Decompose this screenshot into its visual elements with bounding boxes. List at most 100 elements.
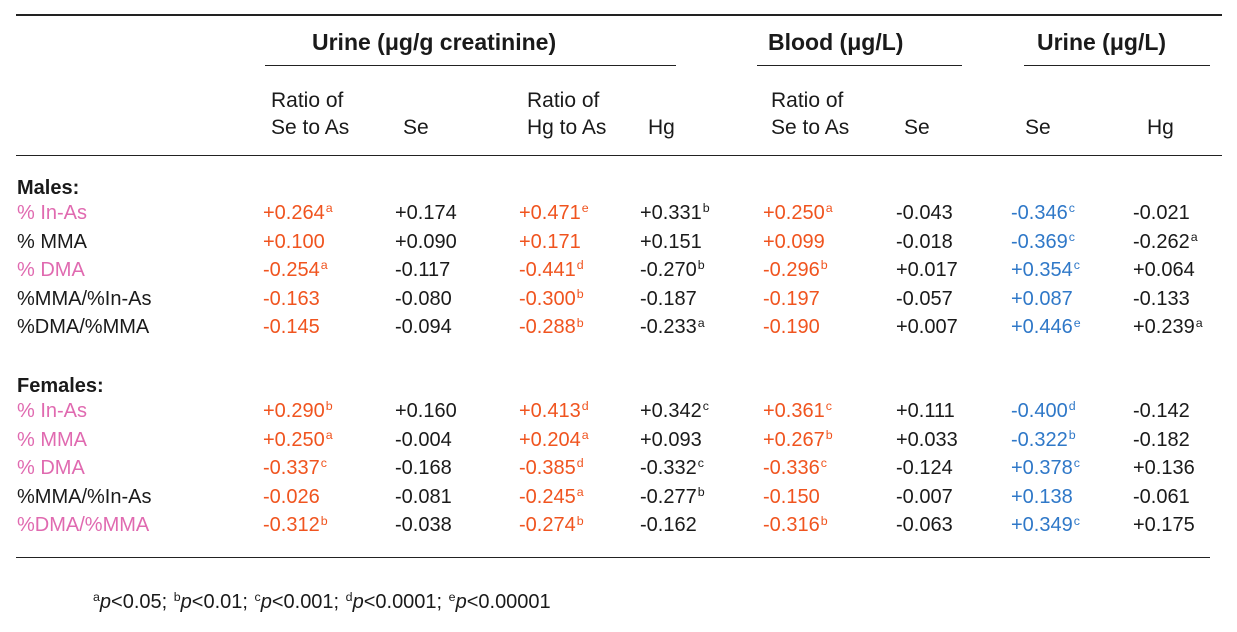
table-cell: -0.245a [519,486,584,509]
significance-marker: b [576,286,584,301]
table-cell: +0.174 [395,202,457,225]
table-cell: -0.124 [896,457,953,480]
cell-value: -0.312 [263,514,320,537]
cell-value: +0.017 [896,259,958,282]
significance-marker: e [1073,315,1081,330]
table-cell: -0.081 [395,486,452,509]
table-cell: -0.021 [1133,202,1190,225]
footnote-threshold: <0.01; [191,591,254,613]
cell-value: -0.094 [395,316,452,339]
significance-marker: d [576,258,584,273]
table-cell: -0.094 [395,316,452,339]
significance-marker: a [320,258,328,273]
significance-marker: b [325,399,333,414]
subheader-line: Hg to As [527,116,607,139]
table-cell: -0.277b [640,486,705,509]
table-cell: -0.312b [263,514,328,537]
cell-value: -0.385 [519,457,576,480]
subheader-line: Se [904,116,930,139]
significance-marker: c [702,399,709,414]
group-underline-urine-creatinine [265,65,676,66]
cell-value: -0.038 [395,514,452,537]
table-cell: -0.270b [640,259,705,282]
table-cell: +0.239a [1133,316,1203,339]
table-cell: +0.354c [1011,259,1080,282]
cell-value: -0.254 [263,259,320,282]
row-label: % MMA [17,428,87,451]
subheader-line [1025,87,1051,114]
table-cell: -0.018 [896,231,953,254]
cell-value: -0.057 [896,287,953,310]
table-cell: -0.063 [896,514,953,537]
row-label: % In-As [17,400,88,422]
cell-value: -0.322 [1011,428,1068,451]
cell-value: +0.264 [263,202,325,224]
cell-value: +0.250 [763,202,825,224]
top-rule [16,14,1222,16]
cell-value: -0.026 [263,485,320,508]
table-cell: +0.093 [640,429,702,452]
cell-value: +0.361 [763,400,825,422]
table-cell: +0.342c [640,400,709,423]
significance-marker: b [820,513,828,528]
section-title: Males: [17,177,80,199]
subheader-line: Ratio of [527,89,600,112]
table-cell: -0.316b [763,514,828,537]
cell-value: -0.346 [1011,202,1068,224]
column-subheader: Se [904,87,930,141]
subheader-line: Se to As [271,116,350,139]
cell-value: -0.270 [640,259,697,282]
table-cell: -0.296b [763,259,828,282]
cell-value: -0.004 [395,428,452,451]
footnote-threshold: <0.00001 [466,591,551,613]
cell-value: -0.018 [896,230,953,253]
table-cell: -0.385d [519,457,584,480]
cell-value: -0.063 [896,514,953,537]
cell-value: +0.378 [1011,457,1073,480]
row-label: % MMA [17,230,87,253]
table-cell: -0.038 [395,514,452,537]
table-cell: +0.171 [519,231,581,254]
table-cell: +0.033 [896,429,958,452]
cell-value: -0.061 [1133,485,1190,508]
significance-marker: a [825,201,833,216]
column-subheader: Se [403,87,429,141]
cell-value: -0.300 [519,287,576,310]
column-subheader: Hg [648,87,675,141]
group-header-urine: Urine (μg/L) [1037,29,1167,55]
cell-value: -0.142 [1133,400,1190,422]
table-cell: +0.090 [395,231,457,254]
row-label: %MMA/%In-As [17,485,152,508]
subheader-line [1147,87,1174,114]
significance-marker: c [697,456,704,471]
table-cell: -0.262a [1133,231,1198,254]
cell-value: +0.007 [896,316,958,339]
column-subheader: Se [1025,87,1051,141]
row-label: %MMA/%In-As [17,287,152,310]
significance-marker: d [581,399,589,414]
cell-value: -0.163 [263,287,320,310]
significance-marker: b [576,513,584,528]
table-cell: +0.331b [640,202,710,225]
header-rule [16,155,1222,156]
cell-value: -0.150 [763,485,820,508]
table-cell: +0.175 [1133,514,1195,537]
table-cell: +0.151 [640,231,702,254]
cell-value: -0.117 [395,259,451,282]
table-cell: +0.138 [1011,486,1073,509]
row-label: % In-As [17,202,88,224]
table-cell: +0.446e [1011,316,1081,339]
cell-value: +0.174 [395,202,457,224]
table-cell: -0.142 [1133,400,1190,423]
significance-marker: c [1068,229,1075,244]
significance-marker: a [697,315,705,330]
significance-marker: b [825,427,833,442]
row-label: % DMA [17,259,85,282]
cell-value: -0.332 [640,457,697,480]
cell-value: +0.204 [519,428,581,451]
cell-value: -0.441 [519,259,576,282]
cell-value: -0.337 [263,457,320,480]
table-cell: +0.111 [896,400,955,423]
cell-value: -0.145 [263,316,320,339]
table-cell: -0.346c [1011,202,1075,225]
